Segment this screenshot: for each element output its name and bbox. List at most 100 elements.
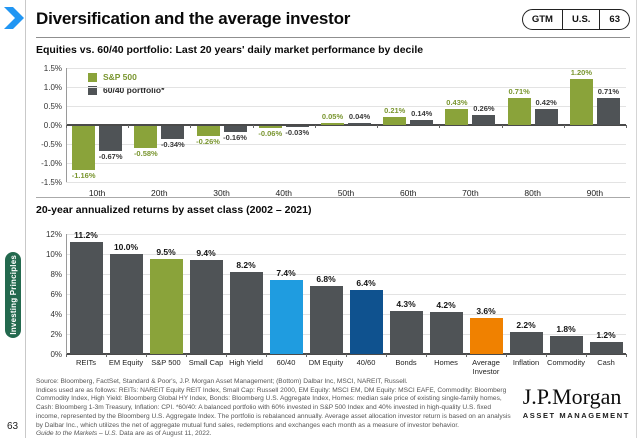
y-axis-tick-label: 1.0% (43, 83, 62, 92)
gridline (66, 163, 626, 164)
bar-small-cap (189, 260, 223, 354)
bar-s-p-500 (149, 259, 183, 354)
bar-value-label: 0.14% (411, 108, 433, 118)
left-rail: Investing Principles 63 (0, 0, 26, 438)
gridline (66, 334, 626, 335)
page-number: 63 (7, 421, 19, 432)
bar-value-label: 0.26% (473, 104, 495, 114)
y-axis-tick-label: 8% (50, 270, 62, 279)
gtm-chevron-icon (4, 7, 24, 29)
6040-legend-swatch (88, 85, 97, 95)
axis-tick (626, 125, 627, 128)
slide-right-border (636, 0, 637, 438)
jpmorgan-logo: J.P.Morgan ASSET MANAGEMENT (523, 386, 630, 438)
bar-value-label: 0.71% (597, 87, 620, 97)
bar-60-40 (269, 280, 303, 354)
6040-bar (348, 123, 371, 125)
x-axis-label: Small Cap (188, 358, 224, 367)
decile-chart-legend: S&P 500 60/40 portfolio* (88, 72, 164, 98)
y-axis-line (66, 234, 67, 354)
6040-bar (596, 98, 620, 125)
content: Diversification and the average investor… (36, 0, 630, 438)
gridline (66, 144, 626, 145)
investing-principles-label: Investing Principles (8, 255, 18, 335)
axis-tick (66, 125, 67, 128)
bar-value-label: 4.2% (436, 300, 456, 310)
x-axis-label: 80th (524, 188, 541, 198)
gridline (66, 87, 626, 88)
header-divider (36, 37, 630, 38)
investing-principles-tab: Investing Principles (5, 252, 21, 338)
decile-chart: S&P 500 60/40 portfolio* 1.5% 1.0% 0.5% 0.0… (36, 60, 630, 198)
sp500-bar (321, 123, 344, 125)
gridline (66, 274, 626, 275)
gridline (66, 314, 626, 315)
bar-value-label: 9.5% (156, 247, 176, 257)
bar-value-label: 10.0% (113, 242, 139, 252)
axis-tick (586, 354, 587, 357)
x-axis-label: EM Equity (108, 358, 144, 367)
decile-chart-title: Equities vs. 60/40 portfolio: Last 20 ye… (36, 44, 424, 56)
bar-inflation (509, 332, 543, 354)
bar-value-label: -0.34% (160, 139, 185, 149)
bar-value-label: 9.4% (196, 248, 216, 258)
gridline (66, 254, 626, 255)
6040-bar (161, 126, 185, 139)
bar-em-equity (109, 254, 143, 354)
bar-value-label: 2.2% (516, 320, 536, 330)
sp500-bar (72, 126, 96, 171)
bar-high-yield (229, 272, 263, 354)
gtm-badge-region: U.S. (561, 9, 599, 29)
y-axis-tick-label: -1.0% (41, 159, 62, 168)
y-axis-tick-label: 0.5% (43, 102, 62, 111)
gridline (66, 106, 626, 107)
bar-value-label: 0.42% (535, 98, 557, 108)
axis-tick (266, 354, 267, 357)
sp500-legend-label: S&P 500 (103, 72, 137, 82)
asset-class-chart-title: 20-year annualized returns by asset clas… (36, 204, 312, 216)
bar-value-label: -0.26% (196, 136, 220, 146)
x-axis-label: REITs (75, 358, 96, 367)
bar-value-label: 0.21% (384, 106, 406, 116)
x-axis-label: 50th (337, 188, 355, 198)
y-axis-tick-label: -1.5% (41, 178, 62, 187)
section-divider (36, 197, 630, 198)
axis-tick (563, 125, 565, 128)
x-axis-label: Bonds (395, 358, 417, 367)
bar-value-label: 11.2% (74, 230, 98, 240)
axis-tick (626, 354, 627, 357)
axis-tick (146, 354, 147, 357)
bar-value-label: 0.04% (348, 112, 371, 122)
bar-value-label: 6.8% (316, 274, 336, 284)
y-axis-tick-label: 1.5% (43, 64, 62, 73)
y-axis-tick-label: 10% (45, 250, 62, 259)
x-axis-label: Inflation (512, 358, 540, 367)
sp500-bar (383, 117, 407, 125)
x-axis-label: Average Investor (472, 358, 500, 376)
bar-commodity (549, 336, 583, 354)
axis-tick (128, 125, 130, 128)
bar-value-label: 0.71% (508, 87, 530, 97)
sp500-bar (258, 126, 282, 129)
x-axis-label: Commodity (547, 358, 585, 367)
bar-value-label: -1.16% (71, 171, 96, 181)
axis-tick (252, 125, 254, 128)
y-axis-tick-label: 0% (50, 350, 62, 359)
axis-tick (426, 354, 427, 357)
y-axis-tick-label: 2% (50, 330, 62, 339)
axis-tick (346, 354, 347, 357)
bar-homes (429, 312, 463, 354)
x-axis-label: 70th (462, 188, 479, 198)
gridline (66, 294, 626, 295)
axis-tick (386, 354, 387, 357)
x-axis-label: High Yield (229, 358, 263, 367)
source-line: Source: Bloomberg, FactSet, Standard & P… (36, 378, 408, 385)
axis-tick (546, 354, 547, 357)
x-axis-label: Cash (597, 358, 615, 367)
axis-tick (314, 125, 316, 128)
axis-tick (66, 354, 67, 357)
bar-reits (69, 242, 103, 354)
sp500-bar (569, 79, 593, 125)
sp500-bar (134, 126, 158, 149)
gtm-badge: GTM U.S. 63 (521, 8, 630, 30)
